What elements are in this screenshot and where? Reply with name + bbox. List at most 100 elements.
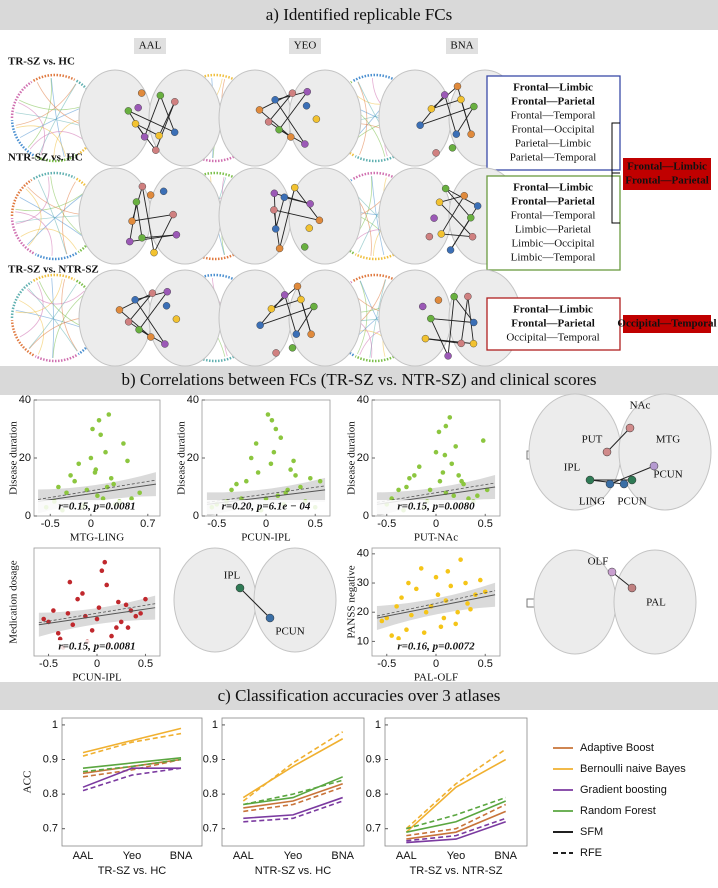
connection	[155, 101, 176, 151]
connection	[141, 186, 155, 253]
x-tick-label: AAL	[396, 850, 417, 862]
node	[152, 146, 160, 154]
x-tick-label: 0	[94, 658, 100, 670]
ring-segment	[352, 73, 396, 82]
connection	[259, 109, 292, 138]
legend-label: RFE	[580, 847, 602, 859]
x-tick-label: Yeo	[284, 850, 303, 862]
row-label: NTR-SZ vs. HC	[8, 152, 83, 164]
x-tick-label: AAL	[233, 850, 254, 862]
node	[435, 198, 444, 206]
fc-item: Frontal—Parietal	[511, 318, 595, 330]
point	[396, 636, 401, 641]
node	[255, 106, 264, 114]
point	[88, 455, 94, 461]
x-tick-label: BNA	[170, 850, 193, 862]
point	[111, 481, 116, 487]
node	[297, 295, 305, 304]
connection	[159, 95, 176, 133]
node	[288, 344, 297, 352]
header-bar	[0, 366, 718, 395]
point	[100, 496, 106, 501]
node	[310, 302, 318, 311]
node	[585, 475, 595, 485]
x-tick-label: 0.7	[140, 518, 155, 530]
node	[171, 98, 179, 106]
series-line	[406, 817, 506, 842]
node	[416, 121, 424, 129]
point	[438, 624, 444, 630]
chord	[27, 78, 52, 148]
series-line	[406, 803, 507, 837]
node	[161, 340, 169, 348]
connection	[430, 318, 449, 357]
point	[399, 595, 404, 600]
point	[437, 478, 443, 484]
node	[441, 91, 449, 99]
y-tick-label: 20	[187, 452, 199, 464]
node-label: PUT	[582, 434, 603, 446]
brain	[288, 269, 362, 367]
node	[272, 225, 280, 233]
point	[468, 606, 473, 612]
point	[447, 415, 453, 420]
point	[407, 476, 412, 481]
section-title: c) Classification accuracies over 3 atla…	[218, 686, 501, 705]
connection	[119, 309, 152, 338]
node	[275, 244, 284, 253]
point	[389, 633, 394, 638]
connection	[153, 214, 174, 253]
node	[649, 461, 659, 471]
point	[255, 470, 261, 475]
column-label: BNA	[450, 40, 473, 52]
node	[172, 315, 181, 323]
fc-item: Parietal—Limbic	[515, 138, 591, 150]
connection	[431, 99, 462, 110]
series-line	[82, 758, 182, 773]
point	[406, 580, 411, 586]
ring-segment	[10, 320, 35, 357]
point	[436, 429, 442, 435]
y-tick-label: 20	[357, 452, 369, 464]
series-line	[243, 786, 343, 813]
stat-text: r=0.15, p=0.0081	[58, 641, 135, 653]
y-axis-label: Disease duration	[346, 421, 358, 495]
column-label: YEO	[294, 40, 317, 52]
x-axis-label: PUT-NAc	[414, 532, 458, 544]
brain	[613, 549, 697, 655]
point	[244, 478, 249, 484]
y-tick-label: 20	[357, 606, 369, 618]
y-axis-label: Medication dosage	[8, 560, 20, 644]
y-tick-label: 10	[357, 635, 369, 647]
connection	[273, 209, 320, 221]
point	[96, 605, 102, 610]
node	[602, 447, 612, 457]
brain	[618, 393, 712, 511]
point	[89, 628, 95, 633]
point	[123, 602, 129, 608]
node	[267, 305, 276, 313]
node	[306, 200, 314, 208]
chord	[15, 190, 87, 212]
row-label: TR-SZ vs. HC	[8, 56, 75, 68]
y-tick-label: 0.7	[43, 823, 58, 835]
node-label: PAL	[646, 597, 666, 609]
fc-item: Limbic—Parietal	[515, 224, 591, 236]
point	[440, 470, 446, 475]
node	[138, 234, 146, 242]
point	[70, 622, 76, 628]
node	[467, 130, 475, 138]
y-tick-label: 0.8	[43, 788, 58, 800]
fc-item: Occipital—Temporal	[506, 332, 599, 344]
point	[67, 579, 73, 585]
connection	[460, 296, 469, 344]
fc-box	[486, 75, 621, 171]
point	[51, 608, 56, 613]
node	[280, 193, 289, 201]
point	[421, 630, 427, 635]
node	[305, 224, 313, 232]
point	[379, 618, 385, 624]
chord	[18, 299, 45, 355]
fc-item: Frontal—Occipital	[511, 124, 594, 136]
connection	[611, 571, 633, 589]
